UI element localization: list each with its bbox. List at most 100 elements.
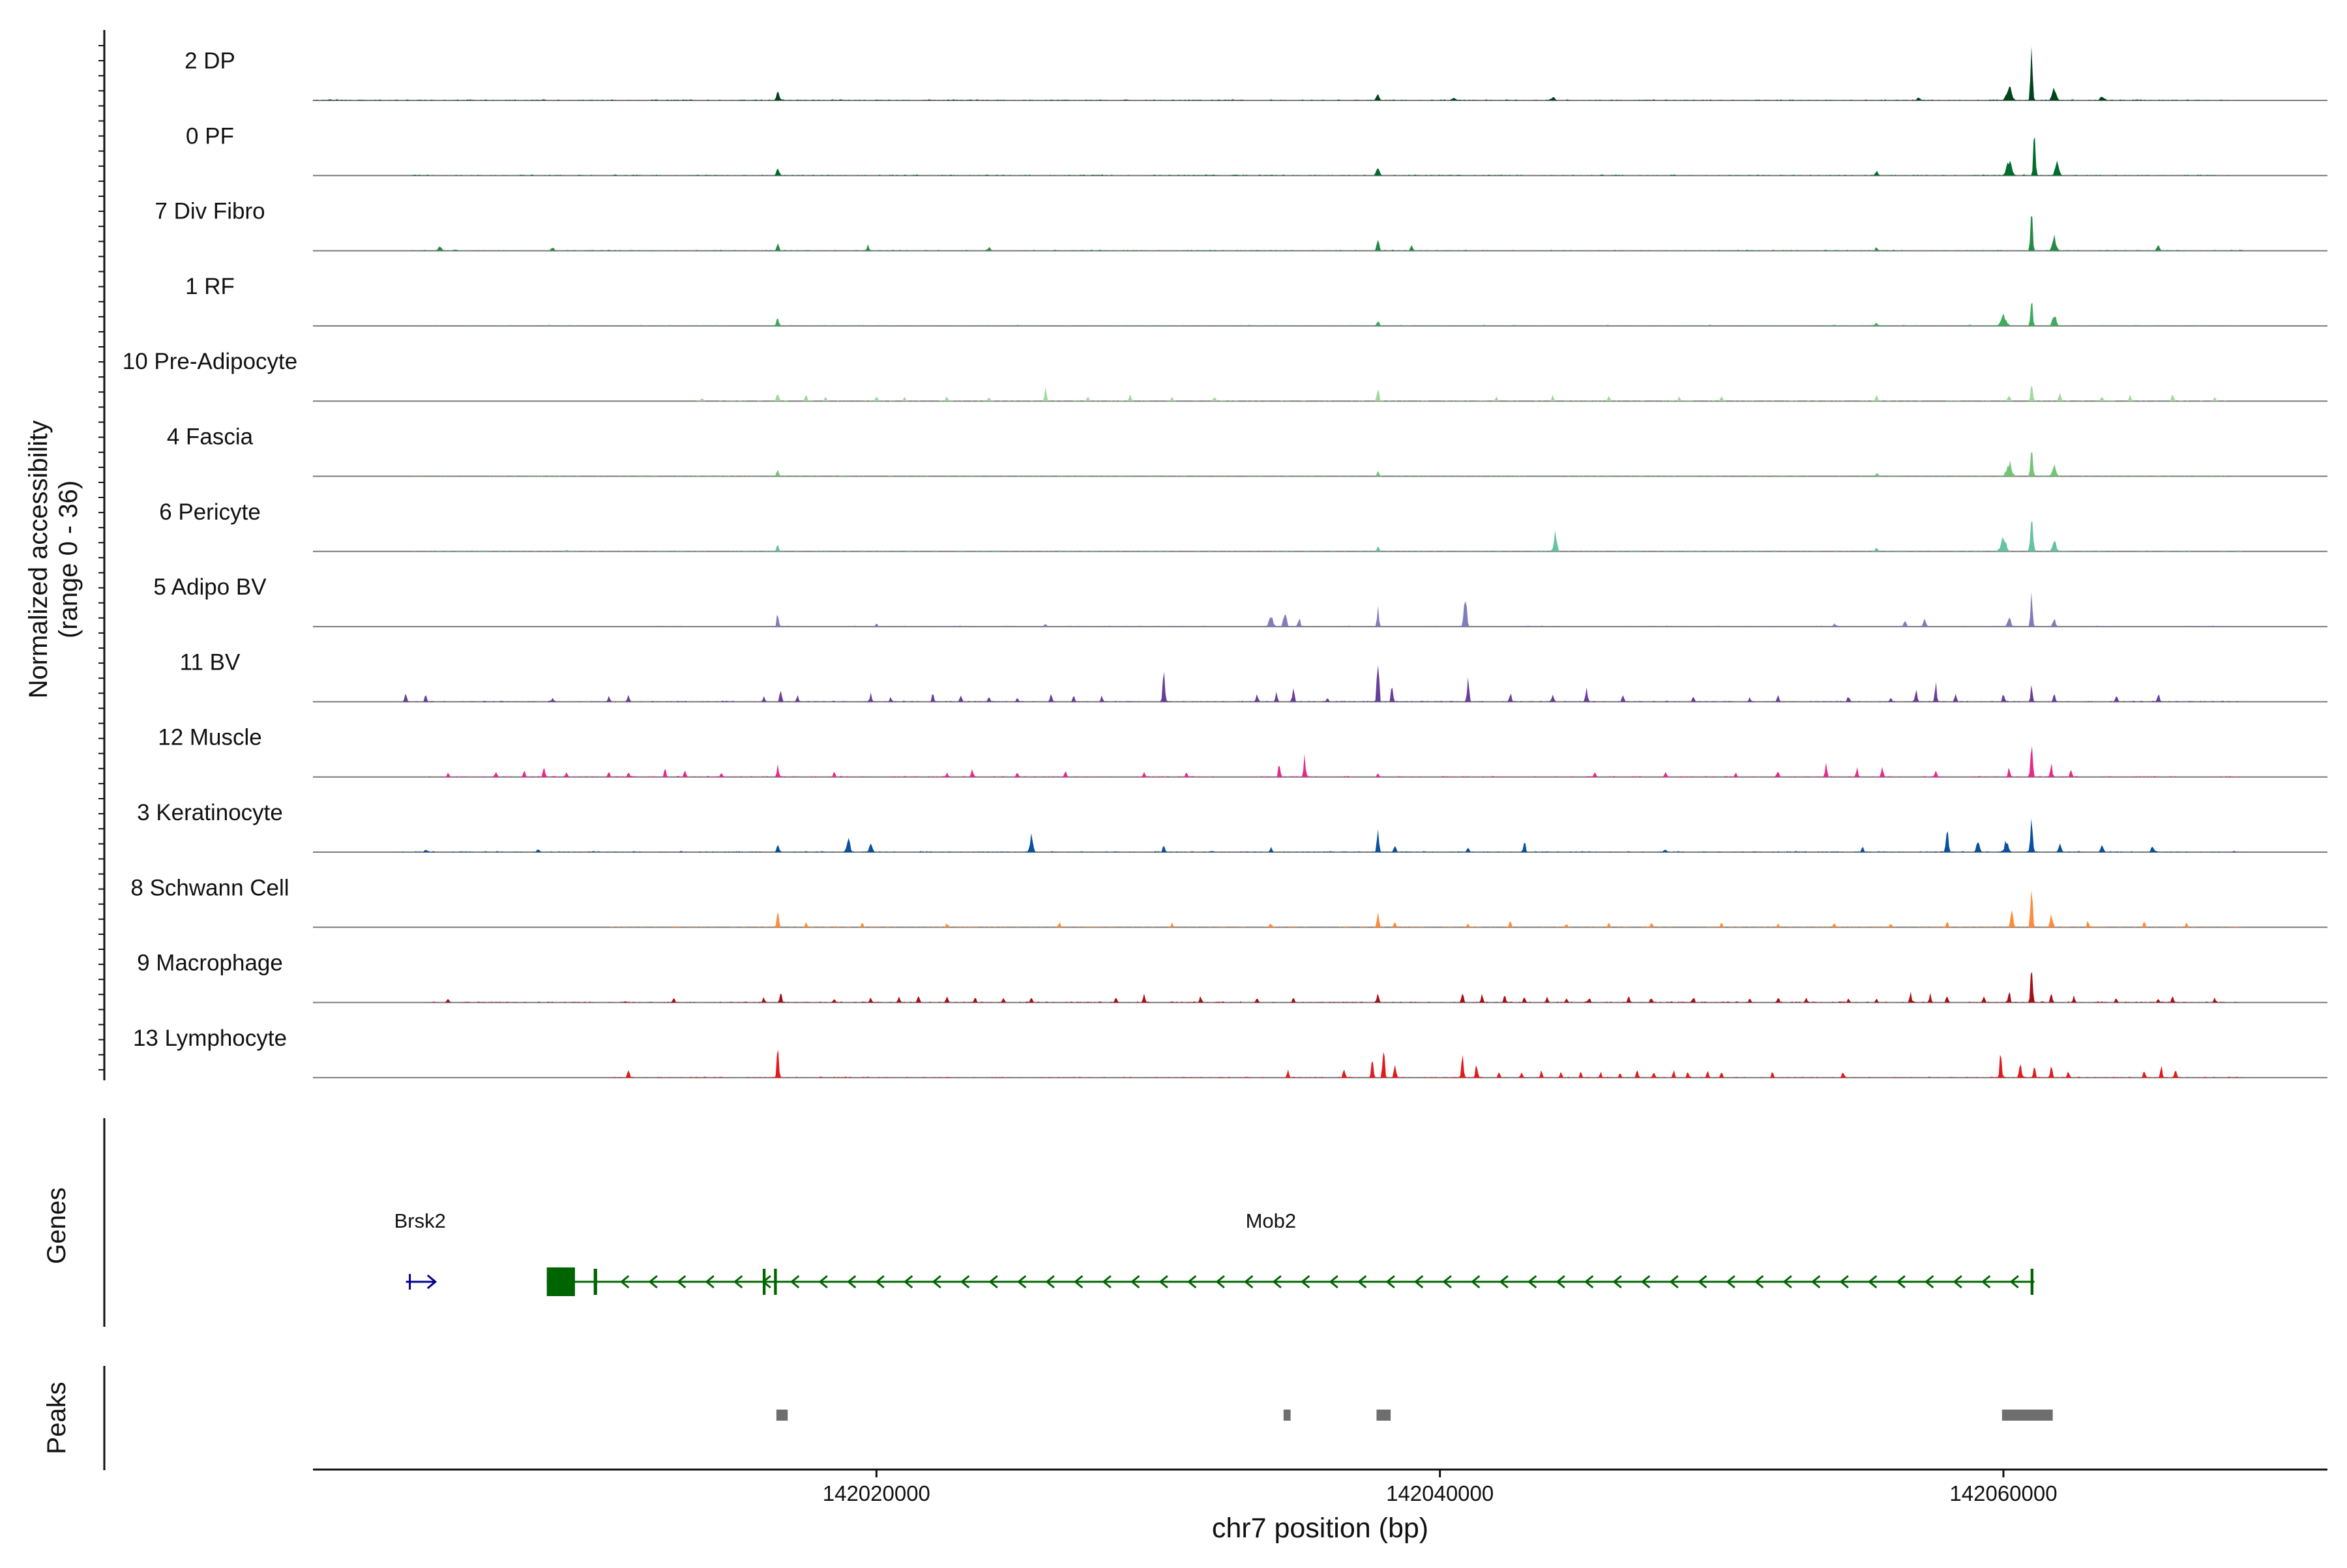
gene-strand-chevron	[1981, 1275, 1991, 1289]
gene-brsk2: Brsk2	[394, 1209, 446, 1290]
gene-strand-chevron	[1527, 1275, 1537, 1289]
track-coverage-area	[411, 216, 2243, 251]
gene-strand-chevron	[1329, 1275, 1338, 1289]
gene-strand-chevron	[2009, 1275, 2019, 1289]
accessibility-tracks: 2 DP 0 PF 7 Div Fibro 1 RF 10 Pre-Adipocyte 4…	[123, 46, 2327, 1078]
track-label: 1 RF	[185, 274, 235, 299]
track-coverage-area	[608, 592, 2243, 627]
track-coverage-area	[608, 1050, 2243, 1078]
gene-strand-chevron	[988, 1275, 998, 1289]
gene-strand-chevron	[875, 1275, 885, 1289]
gene-strand-chevron	[1612, 1275, 1622, 1289]
gene-strand-chevron	[676, 1275, 686, 1289]
gene-strand-chevron	[932, 1275, 941, 1289]
gene-strand-chevron	[1726, 1275, 1735, 1289]
track-11-bv: 11 BV	[180, 649, 2327, 703]
gene-strand-chevron	[1272, 1275, 1282, 1289]
gene-strand-chevron	[903, 1275, 913, 1289]
x-tick-label: 142060000	[1949, 1481, 2057, 1505]
gene-exon	[546, 1267, 575, 1296]
track-1-rf: 1 RF	[185, 274, 2327, 327]
track-coverage-area	[411, 302, 2243, 326]
track-label: 2 DP	[185, 48, 235, 74]
track-coverage-area	[425, 746, 2242, 777]
gene-strand-chevron	[818, 1275, 828, 1289]
gene-strand-chevron	[846, 1275, 857, 1289]
track-label: 12 Muscle	[158, 725, 262, 750]
peak-region	[1283, 1410, 1291, 1421]
gene-strand-chevron	[1073, 1275, 1084, 1289]
track-coverage-area	[693, 385, 2228, 402]
track-coverage-area	[608, 890, 2243, 928]
peaks-panel-label: Peaks	[42, 1382, 71, 1454]
track-13-lymphocyte: 13 Lymphocyte	[133, 1026, 2327, 1078]
gene-strand-chevron	[1697, 1275, 1707, 1289]
gene-strand-chevron	[1782, 1275, 1792, 1289]
genes-panel-label: Genes	[42, 1187, 71, 1264]
gene-exon	[593, 1269, 597, 1295]
peak-region	[776, 1410, 788, 1421]
gene-strand-chevron	[1187, 1275, 1197, 1289]
track-label: 6 Pericyte	[159, 499, 261, 525]
gene-strand-chevron	[1896, 1275, 1906, 1289]
gene-strand-chevron	[1556, 1275, 1565, 1289]
peak-region	[2001, 1410, 2053, 1421]
gene-strand-chevron	[1243, 1275, 1254, 1289]
gene-strand-chevron	[1442, 1275, 1452, 1289]
track-6-pericyte: 6 Pericyte	[159, 499, 2327, 552]
gene-strand-chevron	[1357, 1275, 1367, 1289]
track-label: 10 Pre-Adipocyte	[123, 349, 297, 374]
track-label: 3 Keratinocyte	[137, 800, 283, 825]
axes: Normalized accessibility (range 0 - 36) …	[24, 30, 2327, 1544]
gene-strand-chevron	[1924, 1275, 1934, 1289]
gene-annotation-panel: Brsk2 Mob2	[394, 1209, 2035, 1296]
gene-strand-chevron	[705, 1275, 715, 1289]
gene-strand-chevron	[1385, 1275, 1395, 1289]
gene-strand-chevron	[1102, 1275, 1112, 1289]
gene-strand-arrow	[426, 1274, 437, 1290]
track-coverage-area	[425, 971, 2242, 1003]
track-0-pf: 0 PF	[186, 123, 2327, 177]
gene-strand-chevron	[790, 1275, 800, 1289]
gene-exon	[774, 1269, 777, 1295]
gene-strand-chevron	[1215, 1275, 1225, 1289]
gene-strand-chevron	[648, 1275, 658, 1289]
track-9-macrophage: 9 Macrophage	[137, 951, 2327, 1003]
gene-strand-chevron	[1470, 1275, 1481, 1289]
gene-exon	[762, 1269, 766, 1295]
gene-strand-chevron	[1953, 1275, 1962, 1289]
gene-strand-chevron	[733, 1275, 743, 1289]
track-5-adipo-bv: 5 Adipo BV	[153, 574, 2327, 628]
x-axis-label: chr7 position (bp)	[1212, 1513, 1428, 1544]
track-10-pre-adipocyte: 10 Pre-Adipocyte	[123, 349, 2327, 402]
gene-strand-chevron	[1300, 1275, 1310, 1289]
track-label: 9 Macrophage	[137, 951, 283, 976]
track-12-muscle: 12 Muscle	[158, 725, 2327, 778]
track-3-keratinocyte: 3 Keratinocyte	[137, 800, 2327, 853]
track-4-fascia: 4 Fascia	[167, 424, 2327, 477]
gene-label: Mob2	[1246, 1209, 1297, 1232]
gene-strand-chevron	[960, 1275, 970, 1289]
track-label: 4 Fascia	[167, 424, 254, 450]
peak-region	[1376, 1410, 1391, 1421]
gene-strand-chevron	[1754, 1275, 1764, 1289]
gene-strand-chevron	[1839, 1275, 1849, 1289]
track-7-div-fibro: 7 Div Fibro	[155, 199, 2327, 252]
track-coverage-area	[411, 520, 2243, 552]
x-tick-label: 142040000	[1386, 1481, 1494, 1505]
track-label: 13 Lymphocyte	[133, 1026, 287, 1051]
track-coverage-area	[313, 46, 2243, 100]
y-axis-label-line2: (range 0 - 36)	[54, 481, 83, 638]
gene-strand-chevron	[1413, 1275, 1424, 1289]
gene-strand-chevron	[619, 1275, 630, 1289]
gene-exon	[2030, 1269, 2034, 1295]
gene-strand-chevron	[1669, 1275, 1679, 1289]
gene-strand-chevron	[1640, 1275, 1651, 1289]
y-axis-label-line1: Normalized accessibility	[24, 421, 53, 699]
gene-strand-chevron	[1045, 1275, 1055, 1289]
track-label: 11 BV	[180, 649, 241, 675]
gene-strand-chevron	[1499, 1275, 1509, 1289]
gene-mob2: Mob2	[546, 1209, 2035, 1296]
